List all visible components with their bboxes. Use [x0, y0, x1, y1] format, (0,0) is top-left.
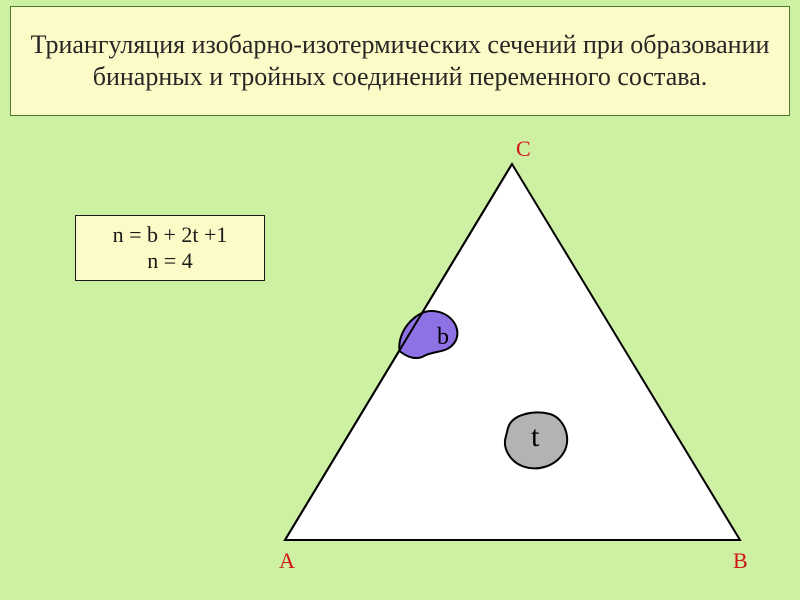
- region-t-label: t: [531, 420, 539, 454]
- vertex-label-c: C: [516, 136, 531, 162]
- vertex-label-a: A: [279, 548, 295, 574]
- region-b-label: b: [437, 324, 449, 351]
- vertex-label-b: B: [733, 548, 748, 574]
- formula-line-1: n = b + 2t +1: [113, 222, 228, 248]
- slide-root: Триангуляция изобарно-изотермических сеч…: [0, 0, 800, 600]
- slide-title-text: Триангуляция изобарно-изотермических сеч…: [23, 29, 777, 94]
- formula-box: n = b + 2t +1 n = 4: [75, 215, 265, 281]
- formula-line-2: n = 4: [147, 248, 192, 274]
- slide-title: Триангуляция изобарно-изотермических сеч…: [10, 6, 790, 116]
